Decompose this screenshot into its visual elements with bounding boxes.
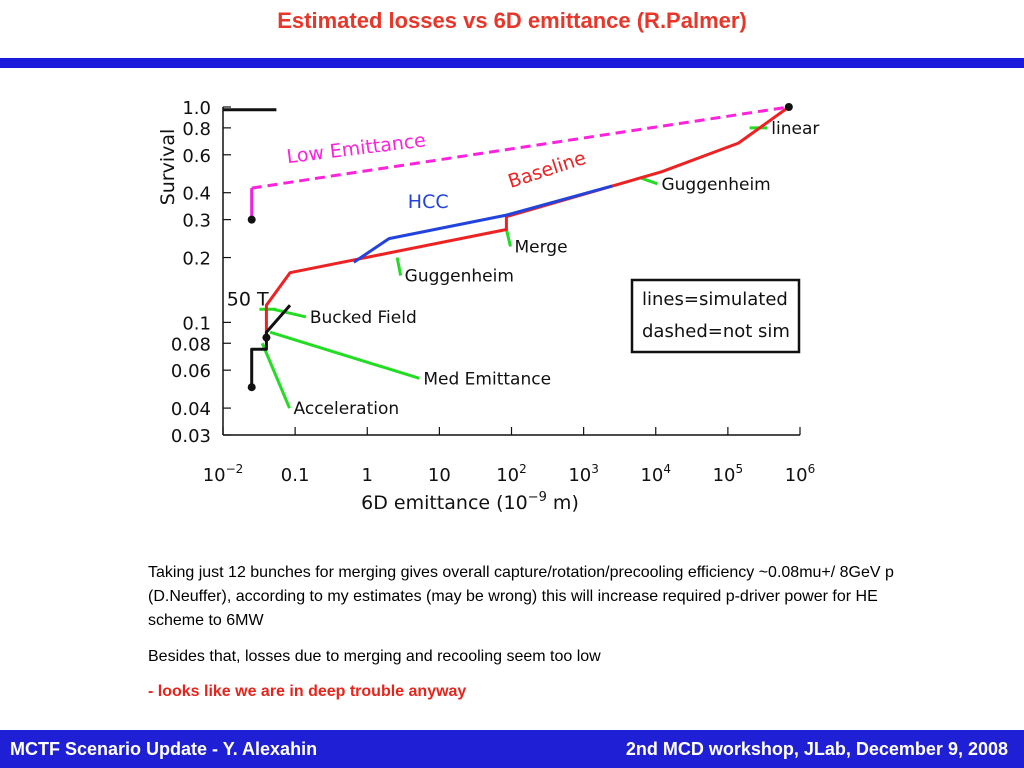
footer-event: 2nd MCD workshop, JLab, December 9, 2008 [625, 739, 1008, 759]
annotation-label: Acceleration [294, 399, 400, 419]
annotation-label: Guggenheim [405, 267, 514, 287]
series-label: HCC [408, 191, 449, 213]
series-line-low [251, 105, 790, 190]
x-tick-label: 103 [568, 462, 599, 486]
annotation-leader-line [504, 229, 512, 247]
footer-bar: MCTF Scenario Update - Y. Alexahin 2nd M… [0, 730, 1024, 768]
y-tick-label: 1.0 [182, 98, 211, 119]
annotation-leader-line [395, 257, 403, 276]
y-tick-label: 0.8 [182, 119, 211, 140]
note-paragraph-trouble: - looks like we are in deep trouble anyw… [148, 683, 467, 700]
x-tick-label: 0.1 [281, 465, 310, 486]
data-point-marker [262, 333, 271, 342]
x-axis-title: 6D emittance (10−9 m) [361, 490, 579, 514]
annotation-leader-line [269, 330, 420, 380]
y-tick-label: 0.2 [182, 249, 211, 270]
note-paragraph-efficiency: Taking just 12 bunches for merging gives… [148, 564, 894, 629]
annotation-label: Merge [514, 238, 567, 258]
x-tick-label: 10 [428, 465, 451, 486]
series-label: Baseline [505, 147, 588, 193]
series-label: Low Emittance [285, 129, 427, 168]
y-tick-label: 0.1 [182, 313, 211, 334]
series-label: 50 T [227, 288, 269, 310]
data-point-marker [784, 103, 793, 111]
x-tick-label: 1 [362, 465, 373, 486]
data-point-marker [247, 383, 256, 392]
annotation-label: Bucked Field [310, 308, 417, 328]
x-tick-label: 10−2 [203, 462, 244, 486]
legend-line-simulated: lines=simulated [642, 289, 788, 310]
y-tick-label: 0.4 [182, 184, 211, 205]
y-axis-title: Survival [157, 129, 179, 206]
series-line-med [250, 304, 292, 388]
x-tick-label: 105 [713, 462, 744, 486]
series-line-baseline [264, 105, 790, 333]
annotation-label: linear [771, 119, 819, 139]
y-tick-label: 0.3 [182, 211, 211, 232]
annotation-label: Med Emittance [423, 369, 551, 389]
y-tick-label: 0.04 [171, 399, 211, 420]
survival-vs-emittance-chart: 1.00.80.60.40.30.20.10.080.060.040.0310−… [157, 98, 819, 514]
data-point-marker [247, 215, 256, 224]
annotation-leader-line [260, 342, 291, 409]
x-tick-label: 104 [640, 462, 671, 486]
chart-plot-layer: 1.00.80.60.40.30.20.10.080.060.040.0310−… [157, 98, 819, 514]
note-paragraph-losses: Besides that, losses due to merging and … [148, 648, 601, 665]
slide-title: Estimated losses vs 6D emittance (R.Palm… [277, 8, 747, 33]
x-tick-label: 102 [496, 462, 527, 486]
annotation-label: Guggenheim [661, 175, 770, 195]
legend-box [630, 278, 801, 354]
annotation-leader-line [273, 307, 307, 319]
y-tick-label: 0.03 [171, 426, 211, 447]
footer-author: MCTF Scenario Update - Y. Alexahin [10, 739, 318, 759]
y-tick-label: 0.6 [182, 146, 211, 167]
y-tick-label: 0.06 [171, 361, 211, 382]
legend-line-not-simulated: dashed=not sim [642, 321, 790, 342]
y-tick-label: 0.08 [171, 334, 211, 355]
x-tick-label: 106 [785, 462, 816, 486]
series-line-hcc [352, 184, 613, 264]
title-divider-bar [0, 58, 1024, 68]
